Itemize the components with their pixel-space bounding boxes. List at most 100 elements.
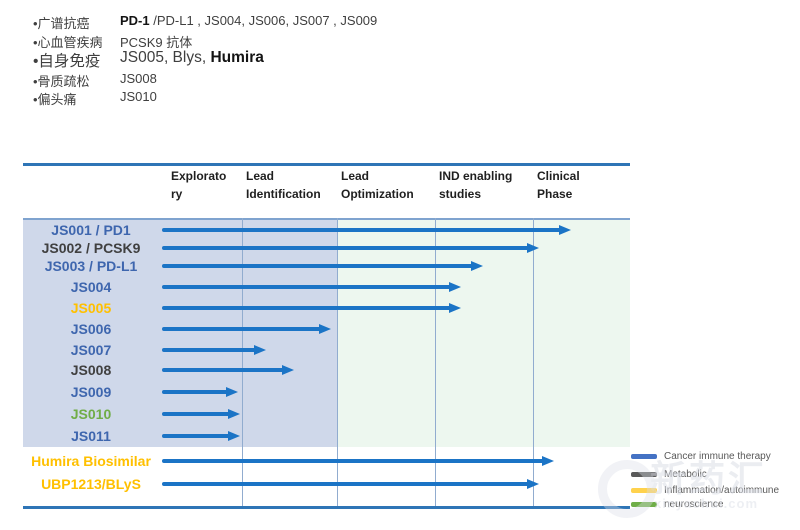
legend-swatch bbox=[631, 454, 657, 459]
row-label: JS007 bbox=[70, 342, 112, 358]
arrow-head-icon bbox=[449, 282, 461, 292]
pipeline-arrow bbox=[162, 477, 539, 491]
pipeline-arrow bbox=[162, 454, 554, 468]
row-label: JS008 bbox=[70, 362, 112, 378]
bullet-value-bold: PD-1 bbox=[120, 13, 150, 28]
stage-header-line: Optimization bbox=[341, 187, 414, 201]
pipeline-arrow bbox=[162, 280, 461, 294]
header-top-rule bbox=[23, 163, 630, 166]
stage-gridline bbox=[242, 218, 243, 508]
arrow-shaft bbox=[162, 264, 474, 268]
arrow-head-icon bbox=[228, 409, 240, 419]
pipeline-arrow bbox=[162, 223, 571, 237]
stage-header: Explorato ry bbox=[171, 167, 226, 203]
legend-label: Metabolic bbox=[664, 469, 707, 480]
arrow-head-icon bbox=[226, 387, 238, 397]
stage-gridline bbox=[533, 218, 534, 508]
bullet-term: •自身免疫 bbox=[33, 53, 101, 70]
stage-header-line: Lead bbox=[246, 169, 275, 183]
bullet-value: JS005, Blys, bbox=[120, 49, 211, 66]
arrow-shaft bbox=[162, 368, 285, 372]
row-label: JS002 / PCSK9 bbox=[41, 240, 141, 256]
row-label: UBP1213/BLyS bbox=[41, 476, 141, 492]
chart-top-border bbox=[23, 218, 630, 220]
stage-header: Lead Identification bbox=[246, 167, 321, 203]
pipeline-arrow bbox=[162, 259, 483, 273]
stage-header: Clinical Phase bbox=[537, 167, 580, 203]
late-stage-background bbox=[337, 220, 630, 447]
chart-bottom-rule bbox=[23, 506, 630, 509]
arrow-head-icon bbox=[471, 261, 483, 271]
stage-header-line: Explorato bbox=[171, 169, 227, 183]
arrow-shaft bbox=[162, 459, 545, 463]
arrow-head-icon bbox=[527, 243, 539, 253]
legend-swatch bbox=[631, 502, 657, 507]
row-label: Humira Biosimilar bbox=[31, 453, 151, 469]
arrow-head-icon bbox=[228, 431, 240, 441]
stage-header: Lead Optimization bbox=[341, 167, 414, 203]
pipeline-arrow bbox=[162, 429, 240, 443]
arrow-shaft bbox=[162, 306, 452, 310]
arrow-head-icon bbox=[527, 479, 539, 489]
pipeline-arrow bbox=[162, 407, 240, 421]
bullet-value: JS008 bbox=[120, 71, 157, 86]
row-label: JS005 bbox=[70, 300, 112, 316]
arrow-head-icon bbox=[282, 365, 294, 375]
bullet-line: •偏头痛 JS010 bbox=[33, 89, 157, 108]
pipeline-arrow bbox=[162, 301, 461, 315]
bullet-line: •骨质疏松 JS008 bbox=[33, 71, 157, 90]
bullet-line: •心血管疾病 PCSK9 抗体 bbox=[33, 32, 192, 51]
arrow-shaft bbox=[162, 412, 231, 416]
arrow-head-icon bbox=[559, 225, 571, 235]
stage-header-line: Identification bbox=[246, 187, 321, 201]
bullet-line: •自身免疫 JS005, Blys, Humira bbox=[33, 49, 264, 71]
stage-header-line: Phase bbox=[537, 187, 573, 201]
arrow-head-icon bbox=[542, 456, 554, 466]
stage-header: IND enabling studies bbox=[439, 167, 512, 203]
arrow-shaft bbox=[162, 434, 231, 438]
legend-label: neuroscience bbox=[664, 499, 724, 510]
legend-swatch bbox=[631, 472, 657, 477]
bullet-term: •骨质疏松 bbox=[33, 74, 90, 89]
pipeline-arrow bbox=[162, 241, 539, 255]
row-label: JS011 bbox=[71, 428, 111, 444]
pipeline-arrow bbox=[162, 363, 294, 377]
pipeline-arrow bbox=[162, 385, 238, 399]
arrow-shaft bbox=[162, 327, 322, 331]
bullet-value: PCSK9 抗体 bbox=[120, 35, 193, 50]
stage-header-line: Lead bbox=[341, 169, 370, 183]
early-stage-background bbox=[23, 220, 337, 447]
bullet-line: •广谱抗癌 PD-1 /PD-L1 , JS004, JS006, JS007 ,… bbox=[33, 13, 377, 32]
arrow-shaft bbox=[162, 246, 530, 250]
stage-gridline bbox=[435, 218, 436, 508]
arrow-shaft bbox=[162, 482, 530, 486]
bullet-term: •偏头痛 bbox=[33, 92, 77, 107]
row-label: JS004 bbox=[70, 279, 112, 295]
pipeline-arrow bbox=[162, 322, 331, 336]
bullet-value: /PD-L1 , JS004, JS006, JS007 , JS009 bbox=[149, 13, 378, 28]
arrow-shaft bbox=[162, 285, 452, 289]
row-label: JS009 bbox=[70, 384, 112, 400]
row-label: JS001 / PD1 bbox=[51, 222, 131, 238]
row-label: JS006 bbox=[70, 321, 112, 337]
arrow-shaft bbox=[162, 228, 562, 232]
legend-swatch bbox=[631, 488, 657, 493]
arrow-head-icon bbox=[449, 303, 461, 313]
arrow-head-icon bbox=[254, 345, 266, 355]
legend-label: Cancer immune therapy bbox=[664, 451, 771, 462]
bullet-value-bold: Humira bbox=[210, 49, 264, 66]
row-label: JS003 / PD-L1 bbox=[44, 258, 138, 274]
row-label: JS010 bbox=[70, 406, 112, 422]
stage-header-line: ry bbox=[171, 187, 183, 201]
arrow-shaft bbox=[162, 348, 257, 352]
bullet-term: •广谱抗癌 bbox=[33, 16, 90, 31]
arrow-head-icon bbox=[319, 324, 331, 334]
bullet-term: •心血管疾病 bbox=[33, 35, 103, 50]
stage-gridline bbox=[337, 218, 338, 508]
arrow-shaft bbox=[162, 390, 229, 394]
stage-header-line: Clinical bbox=[537, 169, 580, 183]
stage-header-line: studies bbox=[439, 187, 482, 201]
bullet-value: JS010 bbox=[120, 89, 157, 104]
pipeline-arrow bbox=[162, 343, 266, 357]
